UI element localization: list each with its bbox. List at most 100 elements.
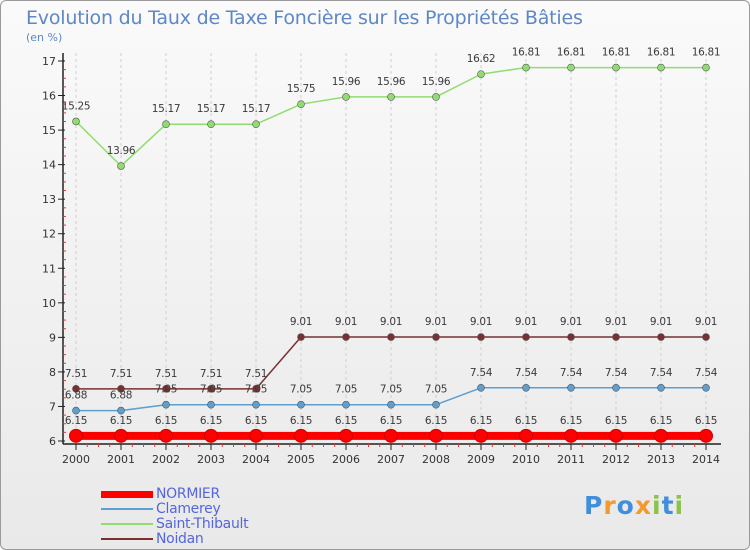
data-point-saint-thibault [657, 63, 665, 72]
x-tick-label: 2005 [287, 453, 315, 466]
data-label-noidan: 7.51 [155, 368, 177, 380]
data-point-noidan [657, 333, 665, 341]
data-point-normier [654, 428, 668, 443]
legend-label-clamerey: Clamerey [156, 501, 221, 517]
data-label-saint-thibault: 15.17 [197, 103, 226, 115]
y-tick-label: 13 [42, 193, 56, 206]
data-point-clamerey [612, 383, 620, 392]
logo-letter: o [616, 491, 635, 520]
data-label-clamerey: 7.54 [695, 367, 718, 379]
data-point-clamerey [117, 406, 125, 415]
data-point-normier [69, 428, 83, 443]
data-point-noidan [297, 333, 305, 341]
x-tick-label: 2003 [197, 453, 225, 466]
legend-swatch-clamerey [101, 508, 153, 510]
data-label-saint-thibault: 15.96 [377, 76, 406, 88]
data-point-clamerey [297, 400, 305, 409]
data-point-clamerey [252, 400, 260, 409]
legend-label-normier: NORMIER [156, 486, 220, 502]
data-label-clamerey: 7.05 [290, 384, 312, 396]
data-label-clamerey: 7.05 [425, 384, 447, 396]
data-point-saint-thibault [72, 117, 80, 126]
data-label-saint-thibault: 16.81 [557, 47, 586, 59]
data-label-noidan: 9.01 [560, 316, 582, 328]
x-tick-label: 2013 [647, 453, 675, 466]
data-point-saint-thibault [297, 100, 305, 108]
series-line-noidan [75, 336, 707, 390]
legend-swatch-saint-thibault [101, 523, 153, 525]
data-label-noidan: 7.51 [200, 368, 222, 380]
data-point-clamerey [207, 400, 215, 409]
data-label-clamerey: 7.05 [245, 384, 267, 396]
data-point-clamerey [72, 406, 80, 415]
y-tick-label: 7 [49, 400, 56, 413]
data-point-clamerey [657, 383, 665, 392]
data-point-noidan [162, 385, 170, 393]
data-point-noidan [387, 333, 395, 341]
data-label-saint-thibault: 16.81 [512, 47, 541, 59]
data-label-noidan: 9.01 [335, 316, 357, 328]
data-point-clamerey [477, 383, 485, 392]
data-point-noidan [567, 333, 575, 341]
data-label-clamerey: 7.54 [515, 367, 538, 379]
x-tick-label: 2011 [557, 453, 585, 466]
data-label-normier: 6.15 [290, 415, 312, 427]
data-point-saint-thibault [117, 162, 125, 170]
data-point-clamerey [522, 383, 530, 392]
data-point-clamerey [387, 400, 395, 409]
y-tick-label: 17 [42, 55, 56, 68]
data-label-clamerey: 7.05 [155, 384, 177, 396]
data-point-normier [294, 428, 308, 443]
logo-letter: i [674, 491, 685, 520]
data-label-normier: 6.15 [470, 415, 492, 427]
data-label-normier: 6.15 [515, 415, 537, 427]
data-label-normier: 6.15 [155, 415, 177, 427]
data-point-normier [474, 428, 488, 443]
data-label-saint-thibault: 16.81 [647, 47, 676, 59]
data-point-normier [699, 428, 713, 443]
data-label-noidan: 9.01 [470, 316, 492, 328]
logo-letter: r [603, 491, 617, 520]
data-label-saint-thibault: 16.81 [692, 47, 721, 59]
legend-swatch-normier [101, 490, 153, 498]
data-point-normier [519, 428, 533, 443]
data-label-noidan: 7.51 [245, 368, 267, 380]
data-point-noidan [477, 333, 485, 341]
data-label-saint-thibault: 15.25 [62, 100, 91, 112]
data-label-normier: 6.15 [695, 415, 717, 427]
data-label-saint-thibault: 15.96 [332, 76, 361, 88]
data-label-normier: 6.15 [335, 415, 357, 427]
data-point-saint-thibault [162, 120, 170, 129]
data-point-normier [249, 428, 263, 443]
data-label-normier: 6.15 [560, 415, 582, 427]
data-point-noidan [342, 333, 350, 341]
chart-title: Evolution du Taux de Taxe Foncière sur l… [26, 7, 583, 29]
data-point-saint-thibault [342, 93, 350, 101]
y-axis-unit-label: (en %) [26, 31, 63, 44]
data-point-saint-thibault [477, 70, 485, 78]
data-point-normier [609, 428, 623, 443]
y-tick-label: 15 [42, 124, 56, 137]
data-label-clamerey: 7.05 [380, 384, 402, 396]
y-tick-label: 6 [49, 435, 56, 448]
x-tick-label: 2008 [422, 453, 450, 466]
data-point-clamerey [342, 400, 350, 409]
data-label-normier: 6.15 [380, 415, 402, 427]
data-point-normier [204, 428, 218, 443]
data-point-saint-thibault [522, 63, 530, 72]
data-point-normier [384, 428, 398, 443]
legend-swatch-noidan [101, 538, 153, 540]
y-tick-label: 8 [49, 366, 56, 379]
x-tick-label: 2009 [467, 453, 495, 466]
data-label-normier: 6.15 [200, 415, 222, 427]
x-tick-label: 2010 [512, 453, 540, 466]
y-tick-label: 9 [49, 331, 56, 344]
data-point-normier [339, 428, 353, 443]
data-point-saint-thibault [612, 63, 620, 72]
data-label-noidan: 9.01 [425, 316, 447, 328]
data-point-saint-thibault [387, 93, 395, 101]
data-label-noidan: 9.01 [380, 316, 402, 328]
logo-letter: P [584, 491, 604, 520]
data-label-clamerey: 7.54 [470, 367, 493, 379]
